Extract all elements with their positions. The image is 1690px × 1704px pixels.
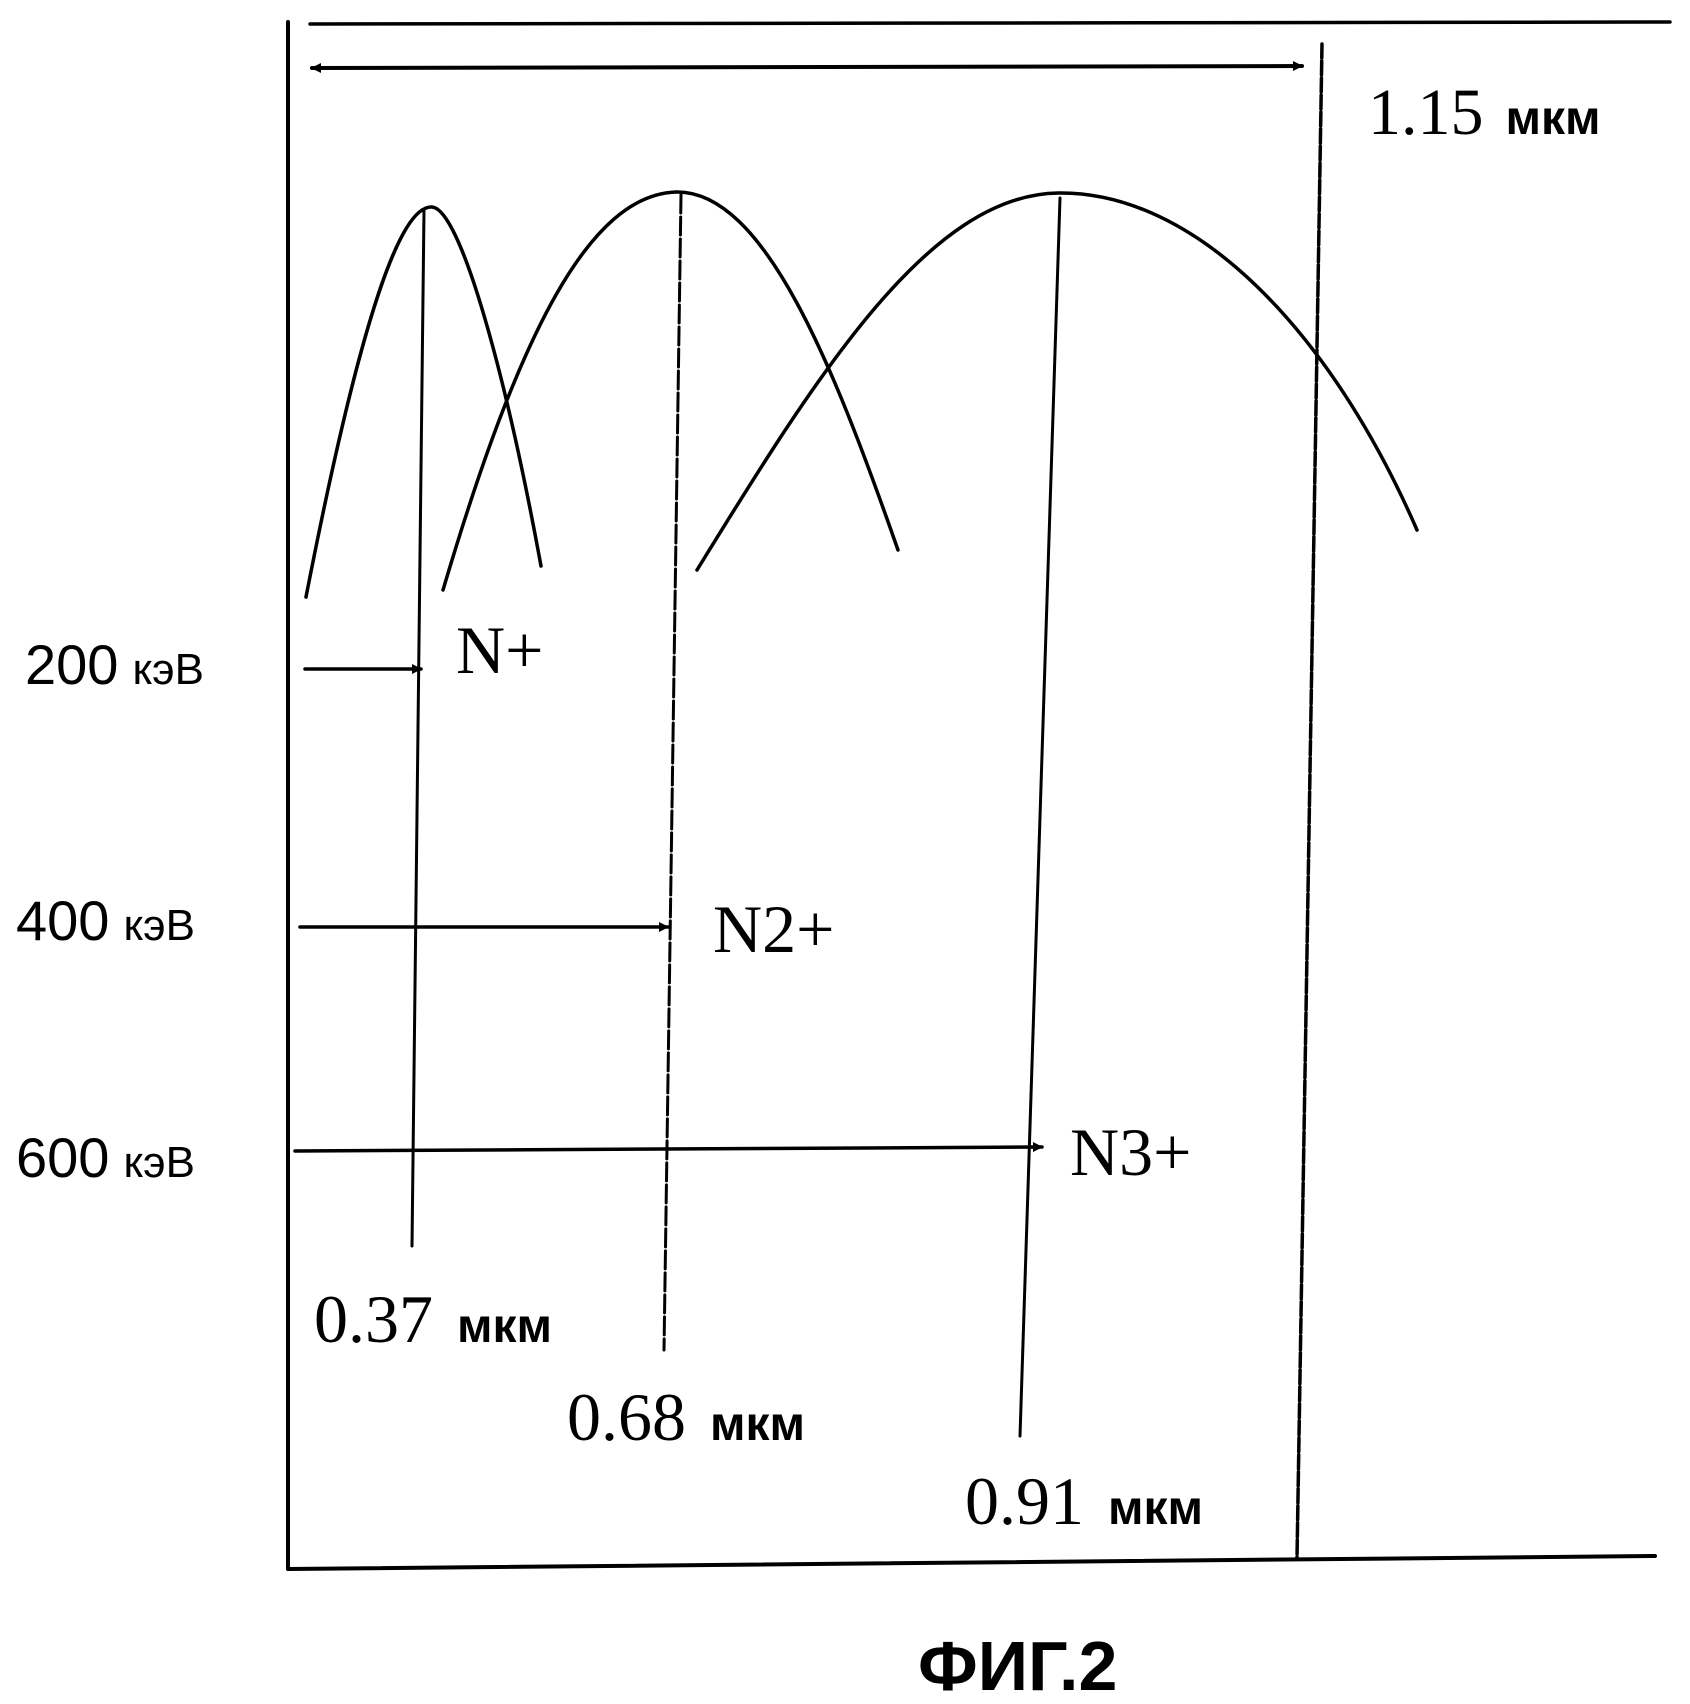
profile-curve-n-plus bbox=[304, 205, 543, 599]
profile-curve-n3-plus bbox=[695, 191, 1419, 572]
beam-arrow-600 bbox=[293, 1142, 1044, 1153]
total-depth-label: 1.15 мкм bbox=[1368, 76, 1601, 149]
energy-label-400: 400 кэВ bbox=[16, 889, 195, 952]
frame-top-border bbox=[308, 20, 1672, 26]
ion-label-n3-plus: N3+ bbox=[1070, 1114, 1191, 1190]
ion-label-n-plus: N+ bbox=[456, 612, 543, 688]
figure-caption: ФИГ.2 bbox=[918, 1627, 1117, 1704]
depth-line-0-91 bbox=[1018, 196, 1062, 1438]
depth-label-0-68: 0.68 мкм bbox=[567, 1379, 805, 1455]
depth-line-0-68 bbox=[662, 193, 683, 1352]
depth-label-0-37: 0.37 мкм bbox=[314, 1281, 552, 1357]
depth-label-0-91: 0.91 мкм bbox=[965, 1463, 1203, 1539]
total-depth-boundary-line bbox=[1295, 42, 1324, 1560]
total-depth-dimension-arrow bbox=[310, 61, 1304, 73]
ion-label-n2-plus: N2+ bbox=[713, 891, 834, 967]
frame-bottom-border bbox=[286, 1554, 1657, 1571]
energy-label-200: 200 кэВ bbox=[25, 633, 204, 696]
depth-line-0-37 bbox=[410, 208, 426, 1248]
energy-label-600: 600 кэВ bbox=[16, 1126, 195, 1189]
profile-curve-n2-plus bbox=[441, 190, 900, 592]
